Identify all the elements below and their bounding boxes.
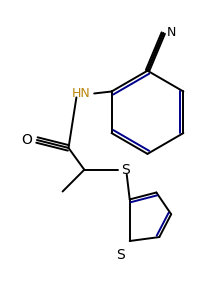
Text: S: S — [116, 248, 125, 262]
Text: HN: HN — [71, 87, 90, 100]
Text: S: S — [121, 163, 130, 177]
Text: O: O — [21, 133, 32, 147]
Text: N: N — [167, 26, 177, 39]
